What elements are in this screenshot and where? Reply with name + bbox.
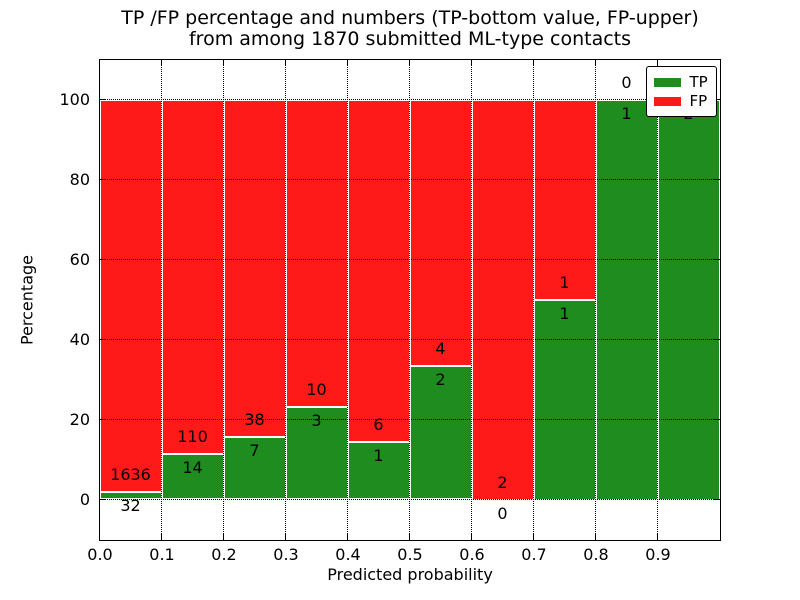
bar-segment-tp bbox=[409, 366, 472, 500]
bar-count-label-tp: 2 bbox=[435, 370, 446, 390]
y-tick-label: 40 bbox=[69, 330, 90, 349]
bar-count-label-fp: 38 bbox=[244, 410, 265, 430]
bar-count-label-fp: 110 bbox=[177, 427, 208, 447]
x-tick-mark bbox=[594, 59, 597, 66]
y-tick-mark bbox=[99, 98, 106, 101]
x-axis-label: Predicted probability bbox=[327, 565, 493, 584]
bar-count-label-tp: 32 bbox=[120, 495, 141, 515]
x-tick-label: 0.9 bbox=[645, 545, 671, 564]
legend-row-tp: TP bbox=[653, 72, 708, 92]
x-tick-mark bbox=[470, 59, 473, 66]
gridline-vertical bbox=[656, 59, 658, 540]
y-tick-mark bbox=[713, 258, 720, 261]
x-tick-mark bbox=[160, 59, 163, 66]
y-tick-label: 20 bbox=[69, 410, 90, 429]
bar-count-label-tp: 14 bbox=[182, 458, 203, 478]
legend-row-fp: FP bbox=[653, 91, 708, 111]
bar-segment-fp bbox=[99, 99, 162, 492]
bar-segment-tp bbox=[533, 299, 596, 500]
bar-count-label-tp: 1 bbox=[373, 446, 384, 466]
legend-tp-label: TP bbox=[689, 72, 708, 91]
y-tick-mark bbox=[713, 498, 720, 501]
bar-segment-tp bbox=[595, 99, 658, 500]
x-tick-mark bbox=[222, 533, 225, 540]
x-tick-mark bbox=[532, 533, 535, 540]
bar-count-label-fp: 2 bbox=[497, 472, 508, 492]
y-tick-label: 60 bbox=[69, 250, 90, 269]
bar-segment-fp bbox=[533, 99, 596, 300]
bar-count-label-tp: 1 bbox=[559, 303, 570, 323]
y-tick-mark bbox=[713, 338, 720, 341]
gridline-vertical bbox=[594, 59, 596, 540]
x-tick-mark bbox=[656, 533, 659, 540]
bar-count-label-tp: 0 bbox=[497, 503, 508, 523]
bar-count-label-tp: 7 bbox=[249, 441, 260, 461]
gridline-vertical bbox=[160, 59, 162, 540]
bar-segment-fp bbox=[409, 99, 472, 367]
chart-title: TP /FP percentage and numbers (TP-bottom… bbox=[100, 8, 720, 50]
legend-fp-label: FP bbox=[689, 91, 708, 110]
bar-segment-fp bbox=[347, 99, 410, 443]
bar-segment-fp bbox=[223, 99, 286, 438]
gridline-vertical bbox=[284, 59, 286, 540]
x-tick-mark bbox=[346, 533, 349, 540]
gridline-vertical bbox=[470, 59, 472, 540]
y-tick-mark bbox=[99, 258, 106, 261]
x-tick-label: 0.7 bbox=[521, 545, 547, 564]
y-tick-label: 0 bbox=[79, 490, 90, 509]
gridline-vertical bbox=[346, 59, 348, 540]
x-tick-label: 0.0 bbox=[87, 545, 113, 564]
x-tick-label: 0.3 bbox=[273, 545, 299, 564]
x-tick-label: 0.4 bbox=[335, 545, 361, 564]
x-tick-mark bbox=[346, 59, 349, 66]
bar-count-label-tp: 3 bbox=[311, 411, 322, 431]
bar-segment-fp bbox=[285, 99, 348, 408]
x-tick-mark bbox=[594, 533, 597, 540]
bar-count-label-fp: 1 bbox=[559, 272, 570, 292]
bar-segment-tp bbox=[347, 442, 410, 500]
x-tick-label: 0.1 bbox=[149, 545, 175, 564]
x-tick-mark bbox=[408, 533, 411, 540]
legend-tp-swatch-icon bbox=[653, 77, 681, 87]
bar-segment-tp bbox=[657, 99, 720, 500]
legend: TP FP bbox=[645, 65, 717, 117]
x-tick-label: 0.6 bbox=[459, 545, 485, 564]
chart-title-line1: TP /FP percentage and numbers (TP-bottom… bbox=[121, 7, 699, 29]
bar-count-label-fp: 10 bbox=[306, 380, 327, 400]
x-tick-mark bbox=[160, 533, 163, 540]
y-tick-mark bbox=[99, 338, 106, 341]
x-tick-mark bbox=[222, 59, 225, 66]
gridline-vertical bbox=[222, 59, 224, 540]
y-tick-label: 80 bbox=[69, 170, 90, 189]
chart-title-line2: from among 1870 submitted ML-type contac… bbox=[188, 28, 632, 50]
y-tick-mark bbox=[99, 418, 106, 421]
bar-segment-fp bbox=[161, 99, 224, 455]
y-tick-mark bbox=[99, 498, 106, 501]
y-tick-mark bbox=[713, 178, 720, 181]
x-tick-label: 0.8 bbox=[583, 545, 609, 564]
legend-fp-swatch-icon bbox=[653, 96, 681, 106]
plot-area: 1636321101438710361422011012 TP FP bbox=[98, 58, 721, 541]
x-tick-label: 0.2 bbox=[211, 545, 237, 564]
x-tick-mark bbox=[470, 533, 473, 540]
bar-segment-tp bbox=[285, 407, 348, 500]
bar-segment-fp bbox=[471, 99, 534, 500]
x-tick-mark bbox=[284, 59, 287, 66]
x-tick-mark bbox=[532, 59, 535, 66]
x-tick-label: 0.5 bbox=[397, 545, 423, 564]
x-tick-mark bbox=[284, 533, 287, 540]
bar-count-label-fp: 4 bbox=[435, 339, 446, 359]
y-tick-mark bbox=[713, 418, 720, 421]
bar-count-label-fp: 1636 bbox=[110, 464, 151, 484]
y-tick-mark bbox=[99, 178, 106, 181]
bar-count-label-tp: 1 bbox=[621, 103, 632, 123]
x-tick-mark bbox=[408, 59, 411, 66]
bar-count-label-fp: 6 bbox=[373, 415, 384, 435]
y-tick-label: 100 bbox=[59, 90, 90, 109]
gridline-vertical bbox=[408, 59, 410, 540]
bar-count-label-fp: 0 bbox=[621, 72, 632, 92]
gridline-vertical bbox=[532, 59, 534, 540]
x-tick-mark bbox=[656, 59, 659, 66]
